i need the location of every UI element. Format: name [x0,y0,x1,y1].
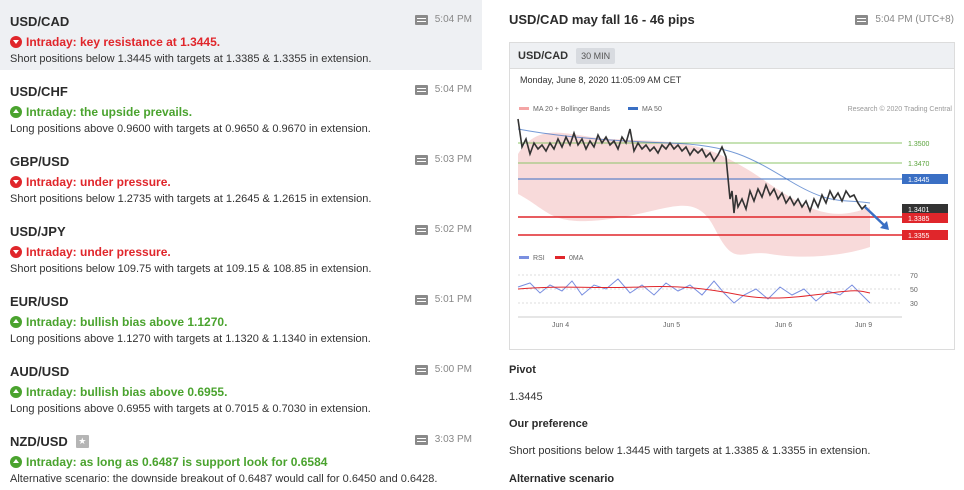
item-summary: Short positions below 1.3445 with target… [10,53,372,65]
item-headline: Intraday: bullish bias above 0.6955. [26,384,228,399]
document-icon [414,84,428,95]
pivot-value: 1.3445 [509,391,543,403]
list-item[interactable]: EUR/USD 5:01 PM Intraday: bullish bias a… [0,280,482,350]
tag-1.3401: 1.3401 [908,207,930,214]
list-item[interactable]: GBP/USD 5:03 PM Intraday: under pressure… [0,140,482,210]
legend-ma20: MA 20 + Bollinger Bands [533,106,610,113]
document-icon [855,14,869,25]
alternative-label: Alternative scenario [509,473,615,485]
x-label-jun4: Jun 4 [552,322,569,329]
ma50-legend-swatch [628,107,638,110]
detail-title: USD/CAD may fall 16 - 46 pips [509,12,695,27]
tag-1.3445: 1.3445 [908,177,930,184]
pair-name: USD/CAD [10,13,70,29]
pair-name: NZD/USD [10,433,68,449]
tag-bg-1.3445 [902,174,948,184]
rsi-ma-line [517,285,871,299]
tag-1.3500: 1.3500 [908,141,930,148]
legend-ma50: MA 50 [642,106,662,113]
pair-name: USD/CHF [10,83,68,99]
tag-1.3385: 1.3385 [908,216,930,223]
item-headline: Intraday: under pressure. [26,174,171,189]
chart-date: Monday, June 8, 2020 11:05:09 AM CET [520,75,682,85]
item-time: 5:02 PM [434,224,472,235]
arrow-up-icon [10,105,22,118]
item-time: 5:00 PM [434,364,472,375]
preference-text: Short positions below 1.3445 with target… [509,445,871,457]
list-item[interactable]: USD/JPY 5:02 PM Intraday: under pressure… [0,210,482,280]
item-summary: Long positions above 0.6955 with targets… [10,403,371,415]
item-summary: Long positions above 0.9600 with targets… [10,123,371,135]
arrow-up-icon [10,455,22,468]
pair-name: GBP/USD [10,153,70,169]
item-headline: Intraday: as long as 0.6487 is support l… [26,454,328,469]
rsi-50: 50 [910,287,918,294]
tag-1.3355: 1.3355 [908,233,930,240]
document-icon [414,154,428,165]
list-item[interactable]: AUD/USD 5:00 PM Intraday: bullish bias a… [0,350,482,420]
detail-time: 5:04 PM (UTC+8) [875,14,954,25]
chart-canvas: MA 20 + Bollinger Bands MA 50 Research ©… [517,105,953,329]
x-label-jun6: Jun 6 [775,322,792,329]
item-time: 5:01 PM [434,294,472,305]
bollinger-band [518,132,870,257]
rsi-line [517,278,871,304]
item-headline: Intraday: bullish bias above 1.1270. [26,314,228,329]
item-summary: Short positions below 1.2735 with target… [10,193,372,205]
price-line [517,118,867,214]
price-chart: USD/CAD 30 MIN Monday, June 8, 2020 11:0… [509,42,955,350]
chart-symbol: USD/CAD [518,49,569,62]
rsi-legend-swatch [519,256,529,259]
list-item[interactable]: NZD/USD ★ 3:03 PM Intraday: as long as 0.… [0,420,482,490]
arrow-head-icon [880,221,889,230]
item-headline: Intraday: key resistance at 1.3445. [26,34,221,49]
document-icon [414,294,428,305]
item-summary: Short positions below 109.75 with target… [10,263,372,275]
timeframe-tab[interactable]: 30 MIN [576,47,616,64]
item-summary: Long positions above 1.1270 with targets… [10,333,371,345]
arrow-down-icon [10,245,22,258]
tag-bg-1.3385 [902,213,948,223]
news-list: USD/CAD 5:04 PM Intraday: key resistance… [0,0,482,490]
list-item[interactable]: USD/CAD 5:04 PM Intraday: key resistance… [0,0,482,70]
0ma-legend-swatch [555,256,565,259]
item-time: 5:04 PM [434,84,472,95]
pair-name: EUR/USD [10,293,69,309]
arrow-down-icon [10,175,22,188]
chart-header: USD/CAD 30 MIN [510,43,954,69]
x-label-jun5: Jun 5 [663,322,680,329]
rsi-30: 30 [910,301,918,308]
detail-panel: USD/CAD may fall 16 - 46 pips 5:04 PM (U… [482,0,964,490]
arrow-up-icon [10,315,22,328]
item-headline: Intraday: under pressure. [26,244,171,259]
document-icon [414,434,428,445]
pivot-label: Pivot [509,364,536,376]
pair-name: AUD/USD [10,363,70,379]
document-icon [414,224,428,235]
arrow-down-icon [10,35,22,48]
pair-name: USD/JPY [10,223,66,239]
legend-0ma: 0MA [569,255,584,262]
ma20-legend-swatch [519,107,529,110]
item-time: 5:03 PM [434,154,472,165]
tag-bg-1.3355 [902,230,948,240]
chart-copyright: Research © 2020 Trading Central [848,105,953,113]
document-icon [414,364,428,375]
star-icon[interactable]: ★ [75,434,89,448]
list-item[interactable]: USD/CHF 5:04 PM Intraday: the upside pre… [0,70,482,140]
item-time: 5:04 PM [434,14,472,25]
item-headline: Intraday: the upside prevails. [26,104,193,119]
arrow-up-icon [10,385,22,398]
item-time: 3:03 PM [434,434,472,445]
item-summary: Alternative scenario: the downside break… [10,473,438,485]
tag-bg-1.3401 [902,204,948,214]
projection-arrow [864,206,887,228]
tag-1.3470: 1.3470 [908,161,930,168]
preference-label: Our preference [509,418,588,430]
legend-rsi: RSI [533,255,545,262]
x-label-jun9: Jun 9 [855,322,872,329]
document-icon [414,14,428,25]
rsi-70: 70 [910,273,918,280]
